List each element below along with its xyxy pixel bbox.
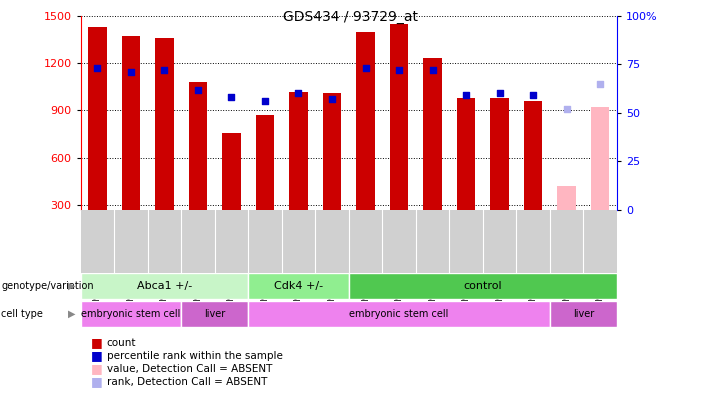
Text: genotype/variation: genotype/variation [1, 281, 94, 291]
Bar [222, 133, 240, 210]
Point [594, 81, 606, 87]
Point [92, 65, 103, 71]
Bar [81, 273, 248, 299]
Bar [356, 32, 375, 210]
Text: ■: ■ [91, 362, 103, 375]
Bar [248, 301, 550, 327]
Text: liver: liver [573, 309, 594, 319]
Point [561, 106, 572, 112]
Text: ■: ■ [91, 375, 103, 388]
Point [226, 94, 237, 101]
Point [360, 65, 371, 71]
Bar [322, 93, 341, 210]
Text: cell type: cell type [1, 309, 43, 319]
Point [259, 98, 271, 105]
Point [461, 92, 472, 99]
Bar [423, 59, 442, 210]
Point [293, 90, 304, 97]
Point [427, 67, 438, 73]
Text: embryonic stem cell: embryonic stem cell [81, 309, 181, 319]
Point [125, 69, 137, 75]
Bar [88, 27, 107, 210]
Point [527, 92, 538, 99]
Point [393, 67, 404, 73]
Bar [122, 36, 140, 210]
Bar [248, 273, 349, 299]
Bar [256, 115, 274, 210]
Text: ■: ■ [91, 349, 103, 362]
Text: Abca1 +/-: Abca1 +/- [137, 281, 192, 291]
Bar [457, 98, 475, 210]
Text: percentile rank within the sample: percentile rank within the sample [107, 350, 283, 361]
Bar [390, 24, 408, 210]
Text: rank, Detection Call = ABSENT: rank, Detection Call = ABSENT [107, 377, 267, 387]
Point [494, 90, 505, 97]
Text: embryonic stem cell: embryonic stem cell [349, 309, 449, 319]
Bar [550, 301, 617, 327]
Text: ■: ■ [91, 336, 103, 349]
Text: liver: liver [204, 309, 225, 319]
Text: GDS434 / 93729_at: GDS434 / 93729_at [283, 10, 418, 24]
Bar [189, 82, 207, 210]
Text: ▶: ▶ [68, 281, 76, 291]
Point [159, 67, 170, 73]
Text: control: control [463, 281, 502, 291]
Bar [349, 273, 617, 299]
Bar [591, 107, 609, 210]
Text: Cdk4 +/-: Cdk4 +/- [274, 281, 323, 291]
Bar [81, 301, 181, 327]
Bar [524, 101, 543, 210]
Text: value, Detection Call = ABSENT: value, Detection Call = ABSENT [107, 364, 272, 374]
Bar [181, 301, 248, 327]
Bar [155, 38, 174, 210]
Bar [557, 186, 576, 210]
Text: ▶: ▶ [68, 309, 76, 319]
Text: count: count [107, 337, 136, 348]
Point [327, 96, 338, 103]
Point [192, 86, 203, 93]
Bar [290, 91, 308, 210]
Bar [491, 98, 509, 210]
